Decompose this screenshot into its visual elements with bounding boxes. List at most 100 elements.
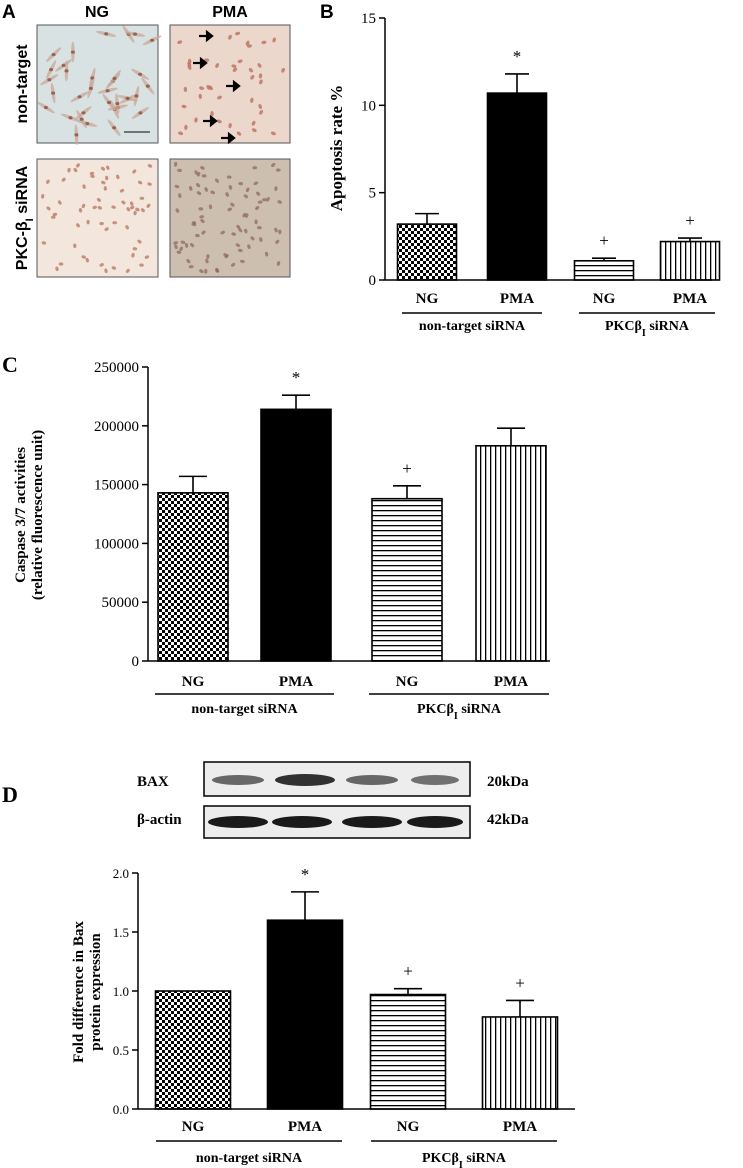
cell-nucleus	[135, 207, 140, 212]
cell-nucleus	[204, 187, 208, 192]
cell-nucleus	[216, 119, 222, 124]
cell-nucleus	[277, 200, 282, 204]
cell-nucleus	[89, 171, 95, 176]
cell-nucleus	[245, 187, 250, 193]
cell-nucleus	[76, 163, 80, 168]
cell-nucleus	[100, 166, 106, 171]
cell-nucleus	[96, 197, 101, 202]
cell-nucleus	[88, 86, 93, 90]
cell-nucleus	[133, 32, 137, 36]
cell-nucleus	[255, 205, 260, 211]
cell-nucleus	[41, 194, 45, 199]
cell-nucleus	[237, 248, 243, 253]
cell-nucleus	[132, 247, 138, 251]
cell-nucleus	[215, 178, 219, 183]
panel-label-c: C	[2, 352, 18, 377]
cell-nucleus	[49, 68, 54, 72]
cell-nucleus	[82, 184, 86, 189]
y-tick-label: 100000	[94, 536, 139, 552]
cell-nucleus	[231, 232, 237, 236]
cell-nucleus	[195, 233, 200, 238]
cell-nucleus	[73, 243, 77, 249]
cell-nucleus	[275, 239, 280, 244]
cell-nucleus	[187, 65, 192, 70]
cell-nucleus	[125, 225, 129, 230]
cell-nucleus	[275, 168, 281, 172]
cell-nucleus	[235, 31, 241, 36]
cell-nucleus	[272, 37, 277, 43]
cell-nucleus	[230, 202, 235, 207]
cell-nucleus	[138, 72, 143, 76]
cell-nucleus	[199, 86, 205, 90]
cell-nucleus	[276, 261, 281, 266]
blot-band	[407, 816, 463, 828]
cell-nucleus	[208, 204, 213, 210]
cell-nucleus	[259, 79, 263, 85]
micrograph-ng-nontarget	[36, 24, 159, 144]
cell-nucleus	[173, 241, 178, 245]
cell-nucleus	[68, 116, 73, 120]
cell-nucleus	[210, 190, 215, 195]
cell-nucleus	[125, 268, 130, 273]
cell-nucleus	[257, 226, 262, 230]
y-tick-label: 0.0	[113, 1102, 129, 1117]
cell-nucleus	[196, 191, 202, 195]
y-axis-label: Fold difference in Bax	[71, 921, 87, 1063]
cell-nucleus	[206, 254, 210, 259]
cell-nucleus	[97, 206, 102, 210]
significance-marker: +	[599, 231, 609, 250]
cell-nucleus	[250, 97, 254, 103]
cell-nucleus	[188, 265, 194, 269]
cell-nucleus	[58, 262, 64, 266]
cell-nucleus	[206, 84, 211, 90]
cell-nucleus	[150, 38, 155, 42]
x-tick-label: PMA	[500, 291, 534, 307]
cell-nucleus	[104, 227, 109, 232]
y-tick-label: 50000	[102, 595, 140, 611]
y-tick-label: 1.0	[113, 984, 129, 999]
bar	[260, 408, 332, 662]
cell-nucleus	[250, 74, 255, 80]
y-tick-label: 15	[361, 11, 376, 27]
cell-nucleus	[138, 111, 143, 115]
cell-nucleus	[274, 186, 278, 191]
cell-nucleus	[250, 236, 255, 241]
y-axis-label: protein expression	[88, 933, 104, 1051]
y-tick-label: 2.0	[113, 866, 129, 881]
x-tick-label: NG	[396, 674, 419, 690]
cell-nucleus	[130, 205, 135, 210]
arrow-icon	[199, 29, 214, 43]
cell-nucleus	[181, 104, 187, 109]
arrow-icon	[193, 56, 208, 70]
cell-nucleus	[271, 163, 276, 167]
x-tick-label: NG	[182, 1119, 205, 1135]
cell-layer	[177, 31, 286, 141]
cell-nucleus	[85, 122, 90, 126]
cell-nucleus	[173, 161, 178, 167]
cell-nucleus	[259, 237, 263, 242]
cell-nucleus	[238, 181, 244, 186]
cell-nucleus	[186, 259, 191, 264]
y-tick-label: 200000	[94, 419, 139, 435]
bar	[396, 223, 458, 281]
micrograph-panel: NG PMA non-target PKC-βI siRNA	[14, 4, 291, 278]
x-tick-label: NG	[182, 674, 205, 690]
cell-nucleus	[227, 207, 232, 212]
cell-layer	[37, 25, 162, 146]
cell-nucleus	[258, 104, 263, 109]
x-tick-label: NG	[593, 291, 616, 307]
blot-band	[411, 775, 459, 785]
cell-nucleus	[103, 186, 107, 191]
cell-nucleus	[228, 123, 232, 129]
cell-nucleus	[270, 131, 276, 136]
cell-nucleus	[236, 224, 241, 229]
cell-nucleus	[278, 229, 282, 235]
cell-nucleus	[101, 180, 106, 185]
cell-nucleus	[261, 40, 267, 45]
cell-nucleus	[225, 192, 229, 197]
cell-nucleus	[183, 86, 188, 92]
cell-nucleus	[51, 53, 56, 57]
cell-nucleus	[262, 198, 267, 202]
cell-nucleus	[175, 208, 180, 213]
cell-nucleus	[57, 200, 62, 205]
